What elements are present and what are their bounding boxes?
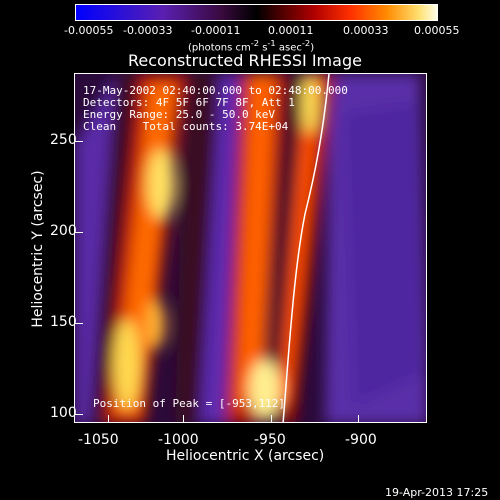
- y-tick-mark: [75, 141, 83, 142]
- colorbar-tick-4: 0.00011: [268, 24, 314, 37]
- reconstructed-image: [75, 74, 426, 422]
- info-line-detectors: Detectors: 4F 5F 6F 7F 8F, Att 1: [83, 96, 295, 109]
- colorbar-units: (photons cm-2 s-1 asec-2): [188, 38, 315, 54]
- y-axis-label: Heliocentric Y (arcsec): [30, 170, 46, 328]
- y-tick-label-100: 100: [50, 405, 77, 421]
- plot-frame: 17-May-2002 02:40:00.000 to 02:48:00.000…: [74, 73, 427, 423]
- y-tick-label-150: 150: [50, 314, 77, 330]
- info-line-clean: Clean Total counts: 3.74E+04: [83, 120, 289, 133]
- y-tick-mark: [75, 323, 83, 324]
- colorbar-tick-2: -0.00033: [123, 24, 173, 37]
- y-tick-label-200: 200: [50, 223, 77, 239]
- y-tick-mark: [75, 232, 83, 233]
- x-tick-mark: [271, 415, 272, 422]
- colorbar-tick-3: -0.00011: [191, 24, 241, 37]
- x-tick-mark: [358, 415, 359, 422]
- colorbar-tick-5: 0.00033: [343, 24, 389, 37]
- x-tick-label-1000: -1000: [158, 432, 199, 448]
- x-tick-label-900: -900: [345, 432, 377, 448]
- colorbar: [75, 4, 438, 21]
- colorbar-tick-1: -0.00055: [64, 24, 114, 37]
- x-tick-mark: [108, 415, 109, 422]
- y-tick-label-250: 250: [50, 132, 77, 148]
- peak-position-label: Position of Peak = [-953,112]: [93, 397, 286, 410]
- info-line-energy: Energy Range: 25.0 - 50.0 keV: [83, 108, 276, 121]
- x-tick-label-950: -950: [254, 432, 286, 448]
- x-tick-label-1050: -1050: [78, 432, 119, 448]
- colorbar-tick-6: 0.00055: [414, 24, 460, 37]
- x-axis-label: Heliocentric X (arcsec): [166, 448, 325, 464]
- y-tick-mark: [75, 414, 83, 415]
- footer-timestamp: 19-Apr-2013 17:25: [385, 486, 489, 499]
- x-tick-mark: [183, 415, 184, 422]
- info-line-time: 17-May-2002 02:40:00.000 to 02:48:00.000: [83, 84, 348, 97]
- plot-title: Reconstructed RHESSI Image: [128, 51, 362, 70]
